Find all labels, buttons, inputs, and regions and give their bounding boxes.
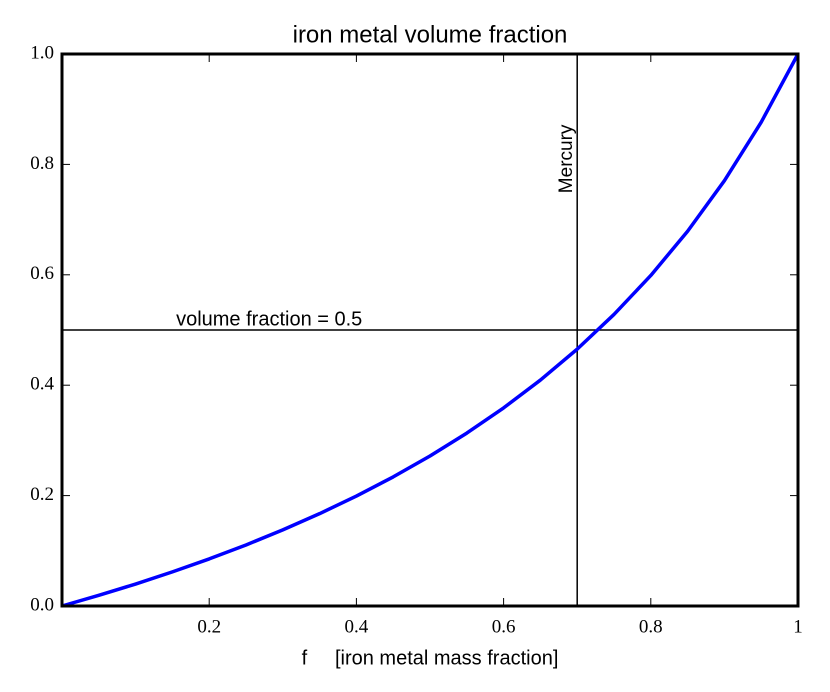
x-tick-label: 1 — [793, 616, 803, 637]
annotation: Mercury — [556, 124, 577, 193]
data-line — [61, 53, 800, 608]
chart-title: iron metal volume fraction — [293, 21, 568, 48]
x-tick-label: 0.8 — [639, 616, 663, 637]
x-tick-label: 0.2 — [197, 616, 221, 637]
annotation: volume fraction = 0.5 — [176, 308, 362, 330]
y-tick-label: 0.4 — [30, 374, 54, 395]
y-tick-label: 1.0 — [30, 42, 54, 63]
y-tick-label: 0.2 — [30, 484, 54, 505]
y-tick-label: 0.8 — [30, 153, 54, 174]
x-axis-label: f [iron metal mass fraction] — [302, 647, 559, 669]
plot-frame — [60, 52, 800, 608]
x-tick-label: 0.6 — [492, 616, 516, 637]
y-tick-label: 0.0 — [30, 594, 54, 615]
x-tick-label: 0.4 — [345, 616, 369, 637]
y-tick-label: 0.6 — [30, 263, 54, 284]
